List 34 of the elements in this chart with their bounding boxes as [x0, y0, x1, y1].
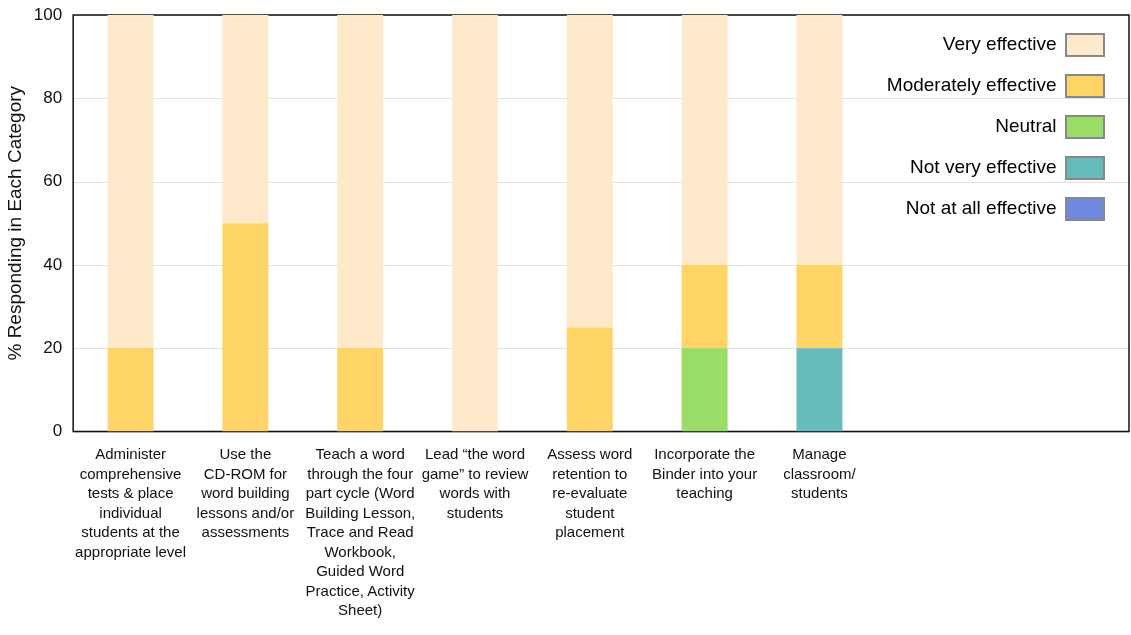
legend-label: Very effective [942, 33, 1057, 55]
bar [566, 15, 613, 328]
x-tick-label: Manage classroom/ students [783, 445, 857, 502]
bar [337, 15, 384, 349]
y-tick-label: 60 [43, 171, 63, 191]
bar [796, 264, 843, 349]
bar [222, 223, 269, 432]
x-tick-label: Lead “the word game” to review words with students [421, 445, 529, 521]
legend-label: Neutral [995, 115, 1057, 137]
legend-label: Not at all effective [905, 197, 1057, 219]
x-tick-label: Incorporate the Binder into your teaching [652, 445, 758, 502]
legend-label: Not very effective [910, 156, 1057, 178]
y-tick-label: 80 [43, 87, 63, 107]
bar [337, 348, 384, 432]
bar [681, 264, 728, 349]
bar [107, 348, 154, 432]
bar [107, 15, 154, 349]
bar [796, 348, 843, 432]
bar [681, 15, 728, 265]
bar [566, 327, 613, 432]
y-tick-label: 100 [33, 4, 63, 24]
y-tick-label: 20 [43, 337, 63, 357]
legend-label: Moderately effective [886, 74, 1057, 96]
x-tick-label: Assess word retention to re-evaluate student placement [547, 445, 633, 541]
bar [452, 15, 498, 432]
x-tick-label: Administer comprehensive tests & place individual students at the appropriate level [75, 445, 187, 560]
category-label: Teach a word through the four part cycle (Word Building Lesson, Trace and Read Workbook, Guided Word Practice, Activity Sheet) [305, 445, 416, 619]
x-tick-label: Use the CD-ROM for word building lessons and/or assessments [196, 445, 295, 541]
y-tick-label: 0 [52, 421, 63, 441]
bar [222, 15, 269, 224]
bar [796, 15, 843, 265]
bar [681, 348, 728, 432]
y-axis-title: % Responding in Each Category [3, 85, 25, 361]
y-tick-label: 40 [43, 254, 63, 274]
